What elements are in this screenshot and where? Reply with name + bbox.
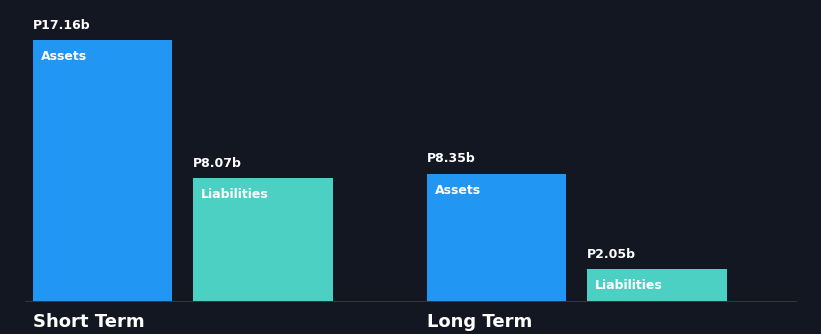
FancyBboxPatch shape bbox=[587, 270, 727, 301]
Text: P8.35b: P8.35b bbox=[427, 153, 475, 165]
Text: Long Term: Long Term bbox=[427, 313, 532, 331]
Text: P17.16b: P17.16b bbox=[33, 19, 90, 32]
FancyBboxPatch shape bbox=[427, 174, 566, 301]
FancyBboxPatch shape bbox=[33, 40, 172, 301]
Text: Short Term: Short Term bbox=[33, 313, 144, 331]
Text: P2.05b: P2.05b bbox=[587, 248, 636, 261]
Text: Liabilities: Liabilities bbox=[201, 188, 269, 201]
Text: Assets: Assets bbox=[435, 184, 481, 197]
Text: P8.07b: P8.07b bbox=[193, 157, 242, 170]
FancyBboxPatch shape bbox=[193, 178, 333, 301]
Text: Assets: Assets bbox=[41, 50, 87, 63]
Text: Liabilities: Liabilities bbox=[595, 280, 663, 293]
